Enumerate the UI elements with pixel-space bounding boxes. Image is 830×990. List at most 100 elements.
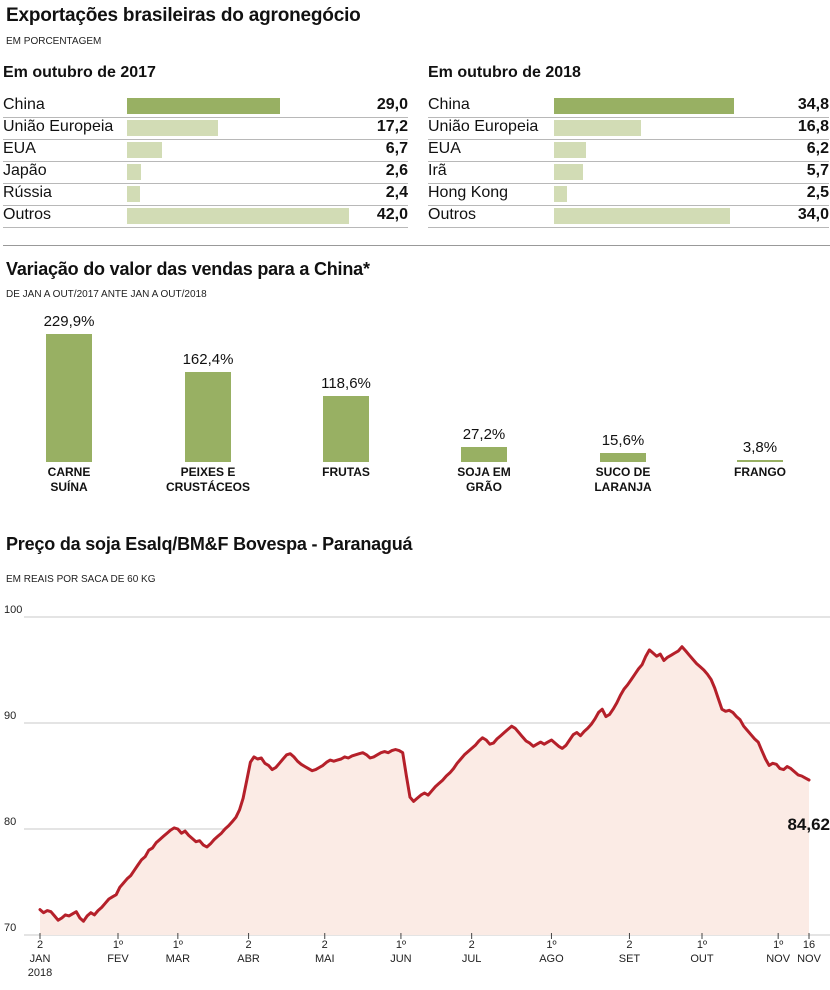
- last-value-label: 84,62: [787, 815, 830, 834]
- x-tick-label: 1º: [113, 939, 123, 951]
- variation-value: 118,6%: [321, 374, 371, 392]
- export-row-label: EUA: [428, 140, 461, 157]
- variation-bar: [600, 453, 646, 462]
- variation-title: Variação do valor das vendas para a Chin…: [6, 259, 370, 279]
- x-tick-label: 1º: [773, 939, 783, 951]
- export-row-value: 6,2: [806, 140, 829, 157]
- x-tick-label: 2: [469, 939, 475, 951]
- export-row-value: 2,6: [385, 162, 408, 179]
- x-tick-label: 2: [626, 939, 632, 951]
- x-tick-label: JAN: [30, 953, 51, 965]
- export-row: Irã 5,7: [428, 161, 829, 184]
- export-row-label: China: [428, 96, 470, 113]
- main-title: Exportações brasileiras do agronegócio: [6, 5, 361, 26]
- variation-value: 3,8%: [742, 438, 778, 456]
- export-row: EUA 6,7: [3, 139, 408, 162]
- export-row: China 34,8: [428, 95, 829, 118]
- export-row: Rússia 2,4: [3, 183, 408, 206]
- variation-category: FRUTAS: [322, 465, 370, 479]
- export-row: Outros 34,0: [428, 205, 829, 228]
- x-tick-label: MAI: [315, 953, 335, 965]
- export-row-value: 5,7: [806, 162, 829, 179]
- export-row: União Europeia 17,2: [3, 117, 408, 140]
- variation-category: SOJA EM GRÃO: [457, 465, 511, 494]
- export-row-value: 17,2: [376, 118, 408, 135]
- x-tick-label: 1º: [697, 939, 707, 951]
- x-tick-label: 1º: [396, 939, 406, 951]
- x-tick-label: JUL: [462, 953, 482, 965]
- variation-value: 15,6%: [601, 432, 645, 450]
- export-row-value: 34,8: [797, 96, 829, 113]
- section-divider: [3, 245, 830, 246]
- x-tick-label: 2018: [28, 967, 52, 979]
- export-bar: [554, 120, 641, 136]
- export-row-label: União Europeia: [428, 118, 539, 135]
- variation-bar: [185, 371, 231, 462]
- x-tick-label: ABR: [237, 953, 260, 965]
- export-row-label: Outros: [3, 206, 52, 223]
- x-tick-label: 1º: [173, 939, 183, 951]
- export-row-value: 6,7: [385, 140, 408, 157]
- variation-value: 162,4%: [182, 350, 234, 368]
- export-row: Outros 42,0: [3, 205, 408, 228]
- x-tick-label: 1º: [546, 939, 556, 951]
- export-row-label: China: [3, 96, 45, 113]
- export-row-label: Irã: [428, 162, 447, 179]
- export-row: Hong Kong 2,5: [428, 183, 829, 206]
- export-row-label: Outros: [428, 206, 477, 223]
- export-bar: [127, 142, 163, 158]
- panel-title-2017: Em outubro de 2017: [3, 64, 156, 81]
- export-row-label: Japão: [3, 162, 47, 179]
- export-bar: [127, 208, 349, 224]
- export-row-label: Hong Kong: [428, 184, 509, 201]
- variation-value: 27,2%: [462, 425, 506, 443]
- soy-title: Preço da soja Esalq/BM&F Bovespa - Paran…: [6, 534, 413, 554]
- export-row-label: EUA: [3, 140, 36, 157]
- x-tick-label: 2: [37, 939, 43, 951]
- export-row-value: 29,0: [376, 96, 408, 113]
- variation-bar: [737, 459, 783, 462]
- x-tick-label: OUT: [690, 953, 714, 965]
- export-row-value: 42,0: [376, 206, 408, 223]
- export-bar: [127, 186, 140, 202]
- export-bar: [554, 98, 734, 114]
- price-area: [40, 646, 809, 935]
- soy-subtitle: EM REAIS POR SACA DE 60 KG: [6, 574, 156, 585]
- variation-bar: [461, 446, 507, 462]
- variation-bar: [46, 334, 92, 462]
- export-row-label: União Europeia: [3, 118, 114, 135]
- export-bar: [127, 98, 281, 114]
- x-tick-label: NOV: [797, 953, 822, 965]
- y-tick-label: 100: [4, 604, 22, 616]
- export-row-value: 16,8: [797, 118, 829, 135]
- x-tick-label: JUN: [390, 953, 411, 965]
- y-tick-label: 90: [4, 710, 16, 722]
- export-row: China 29,0: [3, 95, 408, 118]
- export-bar: [554, 142, 587, 158]
- export-bar: [127, 164, 141, 180]
- variation-category: FRANGO: [734, 465, 786, 479]
- variation-category: SUCO DE LARANJA: [594, 465, 652, 494]
- main-subtitle: EM PORCENTAGEM: [6, 36, 102, 47]
- exports-panel-2018: Em outubro de 2018 China 34,8 União Europe…: [428, 64, 829, 234]
- x-tick-label: SET: [619, 953, 641, 965]
- y-tick-label: 70: [4, 922, 16, 934]
- export-bar: [554, 164, 584, 180]
- panel-title-2018: Em outubro de 2018: [428, 64, 581, 81]
- price-line: [38, 645, 811, 923]
- x-tick-label: FEV: [107, 953, 129, 965]
- y-tick-label: 80: [4, 816, 16, 828]
- x-tick-label: 2: [322, 939, 328, 951]
- variation-category: PEIXES E CRUSTÁCEOS: [165, 465, 250, 494]
- x-tick-label: AGO: [539, 953, 564, 965]
- export-bar: [127, 120, 218, 136]
- export-row: União Europeia 16,8: [428, 117, 829, 140]
- variation-bar-chart: 229,9% CARNE SUÍNA 162,4% PEIXES E CRUSTÁCE…: [0, 300, 830, 510]
- export-bar: [554, 186, 567, 202]
- export-bar: [554, 208, 730, 224]
- export-row-value: 34,0: [797, 206, 829, 223]
- variation-bar: [323, 395, 369, 462]
- x-tick-label: NOV: [766, 953, 791, 965]
- exports-panel-2017: Em outubro de 2017 China 29,0 União Europe…: [3, 64, 408, 234]
